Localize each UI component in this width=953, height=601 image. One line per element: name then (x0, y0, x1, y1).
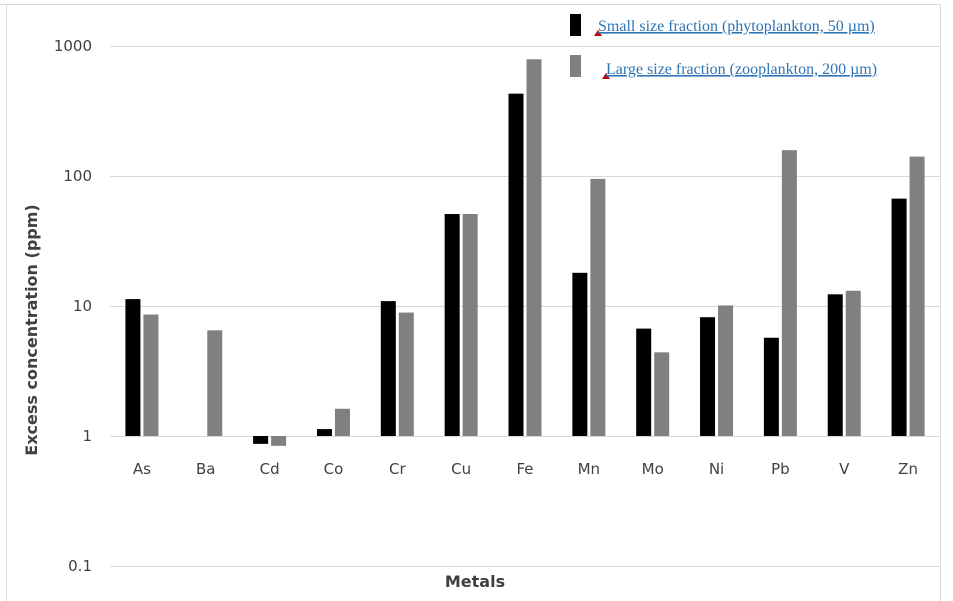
bar-cu-series-2 (462, 214, 478, 436)
legend-marker-large-fraction (602, 73, 610, 79)
bar-pb-series-2 (781, 150, 797, 437)
bar-mo-series-2 (654, 352, 670, 436)
x-tick-label: Fe (516, 460, 533, 478)
x-tick-label: Pb (771, 460, 790, 478)
bar-co-series-2 (334, 408, 350, 436)
bar-as-series-1 (125, 299, 141, 436)
bar-zn-series-1 (891, 198, 907, 436)
x-tick-label: Zn (898, 460, 918, 478)
legend-swatch-small-fraction (570, 14, 581, 36)
y-tick-label: 100 (63, 167, 92, 185)
bar-mn-series-1 (572, 272, 588, 436)
x-tick-label: Cr (389, 460, 406, 478)
y-tick-label: 0.1 (68, 557, 92, 575)
x-tick-label: Co (324, 460, 344, 478)
legend: Small size fraction (phytoplankton, 50 µ… (570, 14, 877, 79)
x-tick-label: Cd (260, 460, 280, 478)
bar-fe-series-1 (508, 93, 524, 436)
bar-cd-series-2 (271, 436, 287, 446)
y-tick-label: 1 (82, 427, 92, 445)
y-axis-title: Excess concentration (ppm) (22, 204, 41, 455)
y-axis-tick-labels: 0.1 1 10 100 1000 (54, 37, 92, 575)
bar-cr-series-1 (380, 301, 396, 436)
x-tick-label: As (133, 460, 151, 478)
x-tick-label: Mn (578, 460, 600, 478)
y-tick-label: 1000 (54, 37, 92, 55)
legend-label-large-fraction: Large size fraction (zooplankton, 200 µm… (606, 61, 877, 78)
y-tick-label: 10 (73, 297, 92, 315)
bar-v-series-2 (845, 290, 861, 436)
bar-mn-series-2 (590, 178, 606, 436)
bar-mo-series-1 (636, 328, 652, 436)
bar-ba-series-2 (207, 330, 223, 436)
x-axis-title: Metals (445, 572, 505, 591)
x-tick-label: V (839, 460, 850, 478)
legend-label-small-fraction: Small size fraction (phytoplankton, 50 µ… (598, 18, 875, 35)
bar-as-series-2 (143, 314, 159, 436)
bar-ni-series-1 (700, 317, 716, 436)
bars (125, 59, 925, 446)
bar-pb-series-1 (763, 337, 779, 436)
x-axis-tick-labels: As Ba Cd Co Cr Cu Fe Mn Mo Ni Pb V Zn (133, 460, 918, 478)
x-tick-label: Mo (642, 460, 664, 478)
bar-co-series-1 (316, 429, 332, 436)
bar-zn-series-2 (909, 156, 925, 437)
bar-fe-series-2 (526, 59, 542, 437)
x-tick-label: Ni (709, 460, 724, 478)
legend-swatch-large-fraction (570, 55, 581, 77)
bar-ni-series-2 (718, 305, 734, 436)
bar-cr-series-2 (398, 312, 414, 436)
x-tick-label: Cu (451, 460, 471, 478)
bar-cu-series-1 (444, 214, 460, 436)
x-tick-label: Ba (196, 460, 215, 478)
bar-cd-series-1 (253, 436, 269, 444)
gridlines (110, 46, 940, 567)
legend-marker-small-fraction (594, 30, 602, 36)
bar-v-series-1 (827, 294, 843, 436)
